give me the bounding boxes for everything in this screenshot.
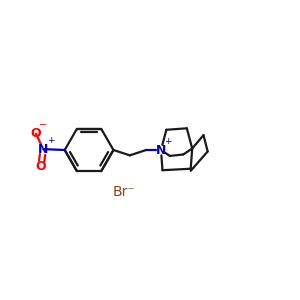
Text: N: N	[156, 143, 166, 157]
Text: O: O	[36, 160, 46, 173]
Text: O: O	[31, 127, 41, 140]
Text: +: +	[47, 136, 55, 145]
Text: N: N	[38, 142, 49, 156]
Text: −: −	[39, 120, 47, 130]
Text: Br⁻: Br⁻	[113, 184, 136, 199]
Text: +: +	[165, 137, 172, 146]
